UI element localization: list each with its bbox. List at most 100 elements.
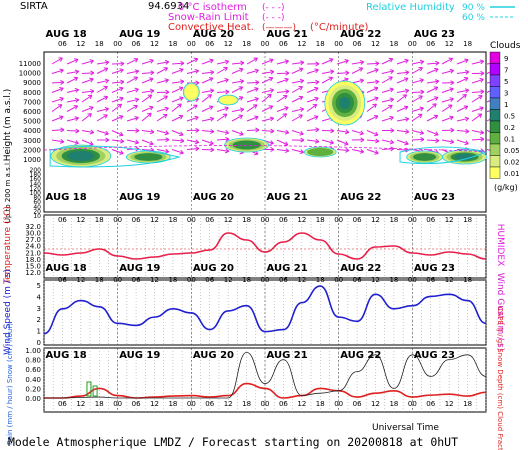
series-line-temperature	[43, 232, 487, 260]
wind-arrow-head	[464, 143, 469, 146]
wind-arrow	[261, 89, 274, 93]
wind-arrow-head	[120, 150, 124, 154]
wind-arrow-head	[150, 147, 155, 151]
wind-arrow-head	[419, 106, 424, 109]
legend-convective: Convective Heat.	[168, 22, 254, 33]
wind-arrow-head	[75, 59, 79, 63]
wind-arrow-head	[434, 67, 439, 70]
wind-arrow-head	[165, 79, 169, 84]
wind-arrow-head	[180, 79, 185, 82]
wind-arrow-head	[119, 153, 124, 155]
wind-arrow-head	[404, 58, 409, 61]
hour-tick: 18	[95, 216, 104, 224]
wind-arrow	[441, 57, 453, 65]
wind-arrow-head	[254, 97, 259, 99]
cloud-height-tick: 100	[30, 190, 42, 197]
wind-arrow	[171, 86, 184, 93]
wind-arrow	[51, 87, 64, 93]
wind-arrow-head	[419, 132, 424, 136]
wind-arrow	[396, 130, 409, 133]
hour-tick: 18	[95, 276, 104, 284]
colorbar-label: 1	[504, 101, 508, 109]
wind-arrow-head	[225, 136, 230, 140]
wind-arrow	[171, 62, 185, 65]
wind-arrow-head	[209, 88, 214, 91]
wind-arrow-head	[135, 128, 140, 132]
wind-arrow	[141, 139, 154, 145]
hour-tick: 12	[224, 276, 233, 284]
wind-arrow-head	[285, 78, 289, 83]
wind-arrow-head	[150, 59, 154, 64]
cloud-height-tick: 200	[30, 167, 42, 174]
wind-arrow	[411, 79, 424, 84]
wind-arrow-head	[435, 86, 439, 91]
wind-arrow-head	[134, 142, 139, 145]
colorbar-label: 7	[504, 67, 508, 75]
wind-arrow	[51, 81, 65, 84]
wind-arrow-head	[434, 96, 439, 98]
wind-arrow-head	[479, 59, 484, 62]
wind-arrow-head	[450, 58, 454, 63]
cloud-height-tick: 4000	[23, 127, 41, 135]
cloud-blob	[232, 140, 261, 150]
hour-tick: 18	[95, 40, 104, 48]
wind-arrow	[51, 57, 63, 65]
wind-arrow	[186, 70, 199, 74]
wind-arrow-head	[60, 87, 64, 92]
hour-tick: 00	[113, 40, 122, 48]
wind-arrow-head	[254, 87, 259, 89]
hour-tick: 06	[58, 216, 67, 224]
wind-arrow	[306, 69, 319, 74]
wind-arrow-head	[104, 60, 110, 63]
wind-arrow	[216, 91, 230, 93]
wind-arrow-head	[270, 105, 274, 110]
wind-arrow-head	[300, 114, 303, 119]
day-label: AUG 18	[46, 192, 87, 203]
wind-arrow	[171, 115, 184, 122]
wind-arrow-head	[359, 60, 364, 63]
hour-tick: 18	[463, 40, 472, 48]
wind-arrow-head	[345, 70, 350, 74]
wind-arrow	[456, 105, 469, 112]
wind-arrow-head	[315, 116, 319, 120]
wind-arrow-head	[105, 139, 110, 143]
wind-arrow-head	[390, 98, 394, 103]
wind-arrow	[156, 67, 168, 74]
wind-arrow	[246, 57, 258, 65]
wind-arrow-head	[165, 107, 169, 112]
wind-arrow-head	[419, 114, 423, 119]
wind-arrow-head	[120, 87, 124, 92]
wind-arrow	[426, 139, 440, 142]
wind-arrow-head	[119, 96, 124, 99]
wind-arrow	[381, 70, 394, 74]
wind-arrow	[261, 71, 274, 74]
wind-arrow-head	[314, 96, 319, 99]
day-label: AUG 19	[119, 192, 160, 203]
wind-arrow-head	[284, 95, 288, 100]
wind-arrow-head	[464, 88, 469, 91]
colorbar-swatch	[489, 97, 501, 110]
wind-arrow-head	[135, 146, 140, 150]
wind-arrow	[81, 94, 93, 103]
wind-arrow-head	[360, 137, 365, 141]
wind-arrow-head	[105, 86, 108, 91]
wind-arrow-head	[480, 138, 485, 142]
wind-arrow-head	[315, 87, 319, 92]
wind-arrow-head	[300, 149, 304, 153]
wind-arrow	[186, 58, 198, 65]
hour-tick: 12	[445, 216, 454, 224]
wind-arrow-head	[147, 112, 152, 115]
wind-arrow	[201, 71, 214, 74]
wind-arrow-head	[464, 94, 467, 99]
wind-arrow	[51, 69, 64, 74]
rh-contour	[399, 146, 488, 165]
colorbar-swatch	[489, 120, 501, 133]
wind-arrow	[411, 67, 423, 74]
wind-arrow-head	[465, 59, 469, 64]
wind-arrow	[321, 70, 334, 74]
wind-arrow-head	[150, 140, 154, 145]
wind-arrow-head	[135, 98, 140, 103]
wind-arrow-head	[240, 80, 245, 84]
wind-arrow-head	[420, 89, 425, 93]
wind-arrow	[396, 59, 409, 65]
